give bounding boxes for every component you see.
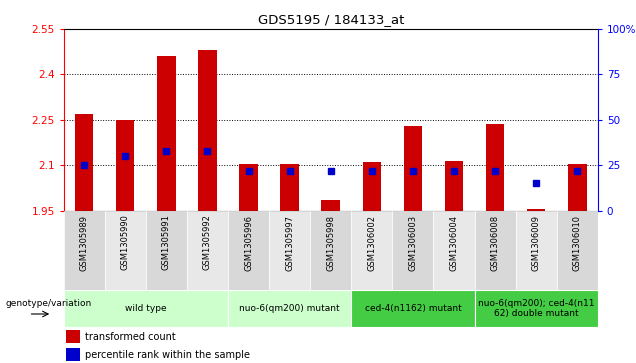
Bar <box>157 56 176 211</box>
Bar <box>474 211 516 290</box>
Title: GDS5195 / 184133_at: GDS5195 / 184133_at <box>258 13 404 26</box>
Text: GSM1306003: GSM1306003 <box>408 215 417 271</box>
Bar <box>310 211 351 290</box>
Text: genotype/variation: genotype/variation <box>5 299 92 307</box>
Bar <box>516 211 556 290</box>
Bar <box>351 290 474 327</box>
Text: ced-4(n1162) mutant: ced-4(n1162) mutant <box>364 304 461 313</box>
Bar <box>392 211 434 290</box>
Bar <box>474 290 598 327</box>
Bar <box>434 211 474 290</box>
Bar <box>280 164 299 211</box>
Bar <box>116 120 134 211</box>
Bar <box>527 209 546 211</box>
Text: GSM1305996: GSM1305996 <box>244 215 253 270</box>
Bar <box>321 200 340 211</box>
Text: GSM1306009: GSM1306009 <box>532 215 541 270</box>
Bar <box>556 211 598 290</box>
Text: GSM1306004: GSM1306004 <box>450 215 459 270</box>
Text: GSM1305989: GSM1305989 <box>80 215 88 270</box>
Text: GSM1306002: GSM1306002 <box>368 215 377 270</box>
Text: GSM1305990: GSM1305990 <box>121 215 130 270</box>
Bar <box>105 211 146 290</box>
Bar <box>486 124 504 211</box>
Bar <box>568 164 586 211</box>
Text: transformed count: transformed count <box>85 332 176 342</box>
Bar <box>404 126 422 211</box>
Bar <box>75 114 93 211</box>
Bar <box>64 290 228 327</box>
Bar <box>228 290 351 327</box>
Bar <box>239 164 258 211</box>
Text: wild type: wild type <box>125 304 167 313</box>
Text: percentile rank within the sample: percentile rank within the sample <box>85 350 250 360</box>
Text: nuo-6(qm200); ced-4(n11
62) double mutant: nuo-6(qm200); ced-4(n11 62) double mutan… <box>478 299 595 318</box>
Text: nuo-6(qm200) mutant: nuo-6(qm200) mutant <box>239 304 340 313</box>
Bar <box>146 211 187 290</box>
Bar <box>228 211 269 290</box>
Text: GSM1305997: GSM1305997 <box>285 215 294 270</box>
Bar <box>363 162 381 211</box>
Bar <box>269 211 310 290</box>
Text: GSM1305991: GSM1305991 <box>162 215 171 270</box>
Bar <box>66 348 80 361</box>
Text: GSM1305992: GSM1305992 <box>203 215 212 270</box>
Bar <box>445 160 463 211</box>
Bar <box>66 330 80 343</box>
Bar <box>351 211 392 290</box>
Bar <box>64 211 105 290</box>
Text: GSM1305998: GSM1305998 <box>326 215 335 270</box>
Text: GSM1306008: GSM1306008 <box>490 215 500 271</box>
Bar <box>198 50 217 211</box>
Bar <box>187 211 228 290</box>
Text: GSM1306010: GSM1306010 <box>573 215 582 270</box>
